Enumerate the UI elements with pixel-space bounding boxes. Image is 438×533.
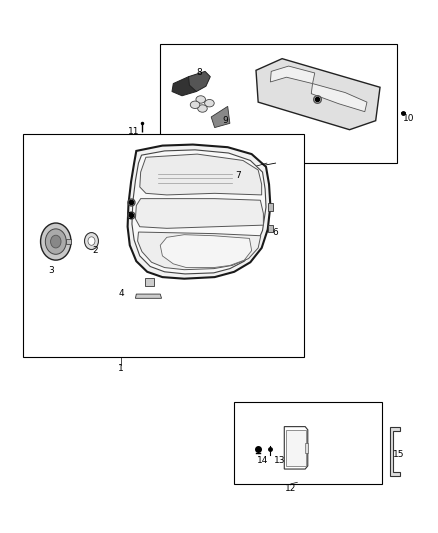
Text: 6: 6: [273, 228, 279, 237]
Bar: [66, 239, 71, 244]
Polygon shape: [127, 144, 270, 279]
Polygon shape: [256, 59, 380, 130]
Polygon shape: [135, 199, 263, 228]
Ellipse shape: [196, 96, 205, 103]
Bar: [286, 430, 306, 466]
Text: 14: 14: [257, 456, 268, 465]
Ellipse shape: [190, 101, 200, 109]
Bar: [305, 442, 308, 453]
Polygon shape: [132, 150, 266, 274]
Text: 8: 8: [197, 68, 202, 77]
Polygon shape: [135, 294, 162, 298]
Polygon shape: [211, 107, 230, 127]
Text: 12: 12: [285, 483, 297, 492]
Polygon shape: [160, 235, 252, 268]
Polygon shape: [138, 232, 261, 270]
Bar: [268, 204, 273, 211]
Text: 10: 10: [403, 114, 414, 123]
Text: 3: 3: [49, 266, 54, 275]
Text: 4: 4: [118, 288, 124, 297]
Circle shape: [50, 235, 61, 248]
Text: 2: 2: [92, 246, 98, 255]
Text: 15: 15: [392, 450, 404, 459]
Text: 11: 11: [128, 127, 140, 136]
Text: 9: 9: [223, 116, 228, 125]
Polygon shape: [172, 77, 199, 96]
Polygon shape: [390, 427, 399, 476]
Ellipse shape: [205, 100, 214, 107]
Polygon shape: [270, 66, 315, 84]
Text: 7: 7: [236, 171, 241, 180]
Bar: [23, 134, 304, 357]
Bar: [234, 402, 382, 484]
Circle shape: [46, 229, 66, 254]
Polygon shape: [311, 84, 367, 112]
Bar: [268, 224, 273, 232]
Text: 1: 1: [118, 364, 124, 373]
Circle shape: [85, 232, 99, 249]
Bar: [145, 278, 154, 286]
Polygon shape: [140, 154, 261, 195]
Polygon shape: [284, 426, 308, 469]
Circle shape: [41, 223, 71, 260]
Ellipse shape: [198, 105, 207, 112]
Text: 5: 5: [127, 212, 133, 221]
Text: 13: 13: [274, 456, 286, 465]
Polygon shape: [188, 71, 210, 92]
Circle shape: [88, 237, 95, 245]
Bar: [160, 44, 397, 163]
